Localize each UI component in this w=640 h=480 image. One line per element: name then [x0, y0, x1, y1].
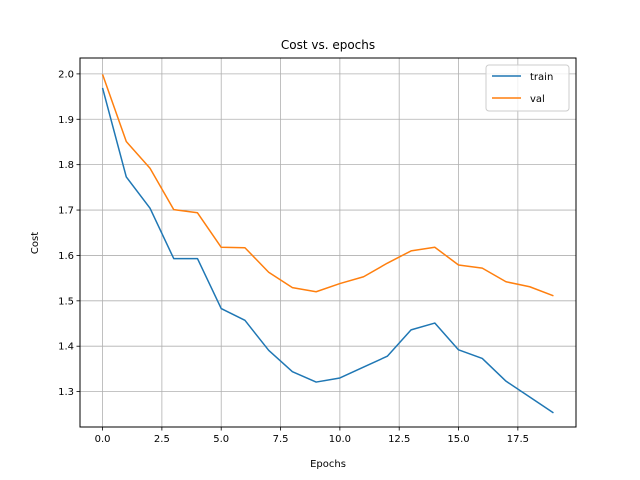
y-tick-label: 2.0	[58, 69, 74, 80]
legend: train val	[485, 64, 570, 112]
x-tick-label: 5.0	[213, 434, 229, 445]
series-line-train	[101, 87, 554, 414]
y-tick-label: 1.4	[58, 342, 74, 353]
x-axis-label: Epochs	[310, 459, 346, 470]
x-tick-label: 2.5	[154, 434, 170, 445]
y-tick-label: 1.9	[58, 115, 74, 126]
series-line-val	[101, 74, 554, 297]
grid	[80, 58, 576, 427]
y-tick-label: 1.6	[58, 251, 74, 262]
y-tick-label: 1.3	[58, 387, 74, 398]
x-tick-label: 15.0	[447, 434, 469, 445]
x-tick-label: 17.5	[507, 434, 529, 445]
x-tick-label: 7.5	[273, 434, 289, 445]
series-layer	[101, 74, 554, 414]
y-tick-label: 1.5	[58, 296, 74, 307]
legend-label-train: train	[530, 72, 553, 83]
legend-box	[485, 64, 570, 112]
x-tick-label: 12.5	[388, 434, 410, 445]
y-tick-label: 1.7	[58, 206, 74, 217]
y-tick-label: 1.8	[58, 160, 74, 171]
legend-label-val: val	[530, 94, 545, 105]
y-axis-label: Cost	[30, 232, 41, 254]
x-tick-label: 10.0	[329, 434, 351, 445]
ticks: 0.0 2.5 5.0 7.5 10.0 12.5 15.0 17.5 1.3 1.4 1.5 1.6…	[58, 69, 529, 445]
plot-frame	[79, 57, 577, 428]
chart-title: Cost vs. epochs	[281, 38, 375, 52]
x-tick-label: 0.0	[95, 434, 111, 445]
